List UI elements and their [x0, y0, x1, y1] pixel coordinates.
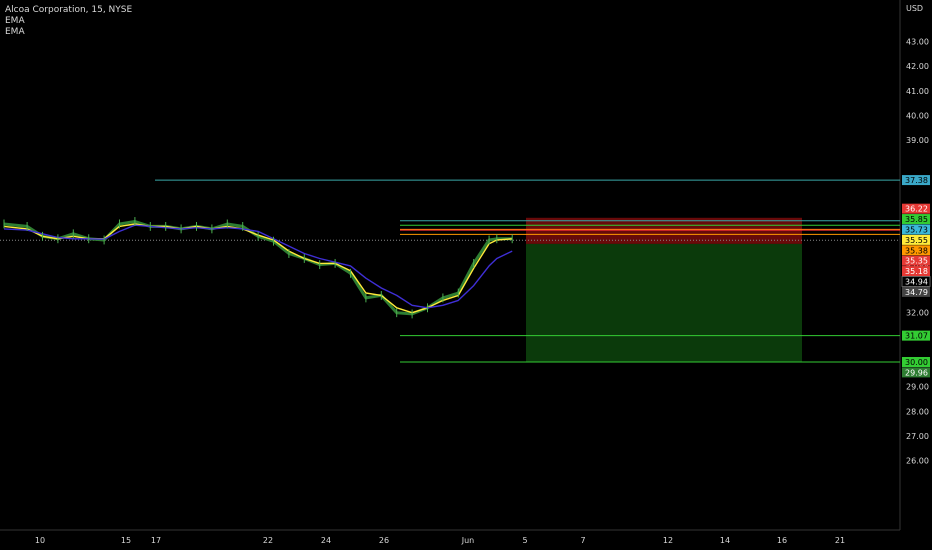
ema-legend-slow[interactable]: EMA [5, 27, 132, 38]
price-tick-11: 26.00 [906, 457, 929, 466]
time-tick-2: 17 [151, 536, 161, 545]
price-tag-label-7: 35.18 [905, 267, 928, 276]
time-tick-9: 12 [663, 536, 673, 545]
time-tick-8: 7 [580, 536, 585, 545]
price-tick-9: 28.00 [906, 407, 929, 416]
price-tag-label-4: 35.55 [905, 236, 928, 245]
time-tick-10: 14 [720, 536, 730, 545]
price-tick-7: 32.00 [906, 309, 929, 318]
price-tick-10: 27.00 [906, 432, 929, 441]
time-tick-3: 22 [263, 536, 273, 545]
time-tick-5: 26 [379, 536, 389, 545]
price-tag-label-9: 34.79 [905, 288, 928, 297]
time-tick-4: 24 [321, 536, 331, 545]
price-tick-2: 41.00 [906, 87, 929, 96]
time-tick-0: 10 [35, 536, 45, 545]
symbol-title: Alcoa Corporation, 15, NYSE [5, 5, 132, 16]
price-tag-label-10: 31.07 [905, 332, 928, 341]
chart-legend: Alcoa Corporation, 15, NYSE EMA EMA [5, 5, 132, 38]
price-tick-1: 42.00 [906, 62, 929, 71]
price-tick-8: 29.00 [906, 383, 929, 392]
price-tick-3: 40.00 [906, 112, 929, 121]
time-tick-7: 5 [522, 536, 527, 545]
price-tag-label-0: 37.38 [905, 176, 928, 185]
price-tag-label-11: 30.00 [905, 358, 928, 367]
price-tick-0: 43.00 [906, 38, 929, 47]
price-tag-label-8: 34.94 [905, 277, 928, 286]
take-profit-zone[interactable] [526, 244, 802, 362]
time-tick-11: 16 [777, 536, 787, 545]
time-tick-1: 15 [121, 536, 131, 545]
price-tick-4: 39.00 [906, 136, 929, 145]
time-tick-12: 21 [835, 536, 845, 545]
price-tag-label-2: 35.85 [905, 215, 928, 224]
currency-label: USD [906, 4, 923, 13]
price-tag-label-5: 35.38 [905, 246, 928, 255]
ema-legend-fast[interactable]: EMA [5, 16, 132, 27]
time-tick-6: Jun [461, 536, 475, 545]
price-tag-label-6: 35.35 [905, 257, 928, 266]
price-tag-label-3: 35.73 [905, 225, 928, 234]
price-tag-label-1: 36.22 [905, 205, 928, 214]
price-tag-label-12: 29.96 [905, 368, 928, 377]
